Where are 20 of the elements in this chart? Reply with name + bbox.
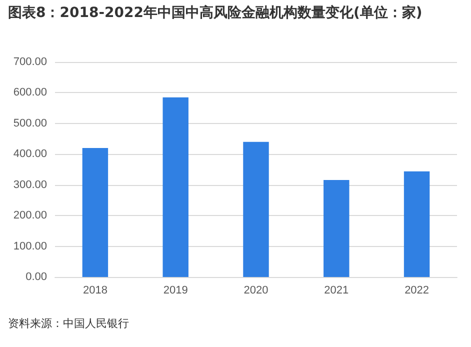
bar [243, 142, 269, 277]
y-tick-label: 300.00 [13, 178, 47, 191]
x-tick-label: 2021 [324, 284, 349, 296]
bar [82, 148, 108, 277]
y-tick-label: 100.00 [13, 240, 47, 252]
x-tick-label: 2019 [163, 284, 188, 296]
bar [404, 171, 430, 277]
y-tick-label: 400.00 [13, 148, 47, 160]
y-tick-label: 200.00 [13, 210, 47, 222]
bar [162, 97, 188, 277]
y-tick-label: 700.00 [13, 56, 47, 68]
bar [324, 180, 350, 277]
y-tick-label: 600.00 [13, 86, 47, 99]
x-tick-label: 2018 [82, 284, 108, 296]
chart-title: 图表8：2018-2022年中国中高风险金融机构数量变化(单位：家) [8, 4, 424, 22]
text: 资料来源：中国人民银行 [8, 316, 129, 331]
y-tick-label: 0.00 [26, 271, 47, 283]
y-tick-label: 500.00 [13, 117, 47, 130]
x-tick-label: 2022 [404, 284, 430, 296]
x-tick-label: 2020 [244, 284, 268, 296]
